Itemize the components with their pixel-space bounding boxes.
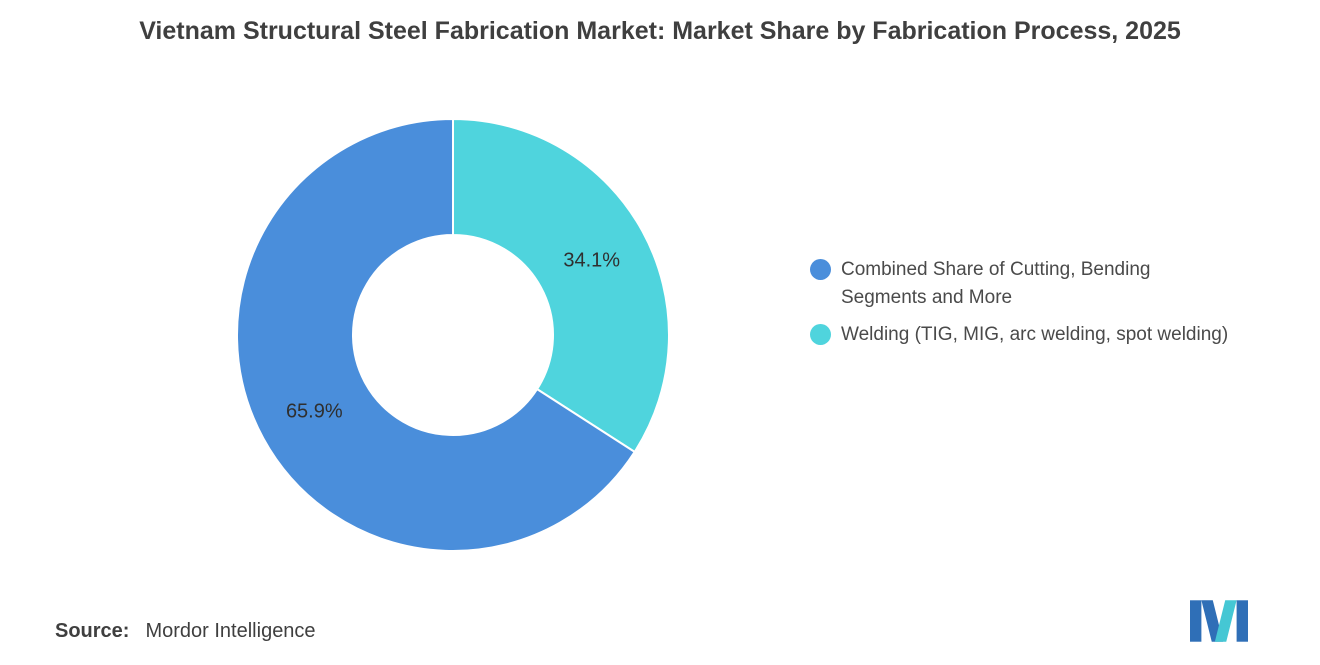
source-label: Source: [55,620,130,642]
legend-swatch-icon [810,324,831,346]
chart-legend: Combined Share of Cutting, Bending Segme… [810,256,1240,349]
slice-data-label: 34.1% [563,249,620,271]
legend-label: Welding (TIG, MIG, arc welding, spot wel… [841,324,1229,346]
legend-label: Combined Share of Cutting, Bending Segme… [841,259,1151,308]
slice-data-label: 65.9% [286,401,343,423]
legend-item: Combined Share of Cutting, Bending Segme… [810,256,1240,311]
legend-item: Welding (TIG, MIG, arc welding, spot wel… [810,321,1240,349]
donut-slice [452,117,670,454]
chart-title: Vietnam Structural Steel Fabrication Mar… [139,17,1181,45]
source-line: Source: Mordor Intelligence [55,620,316,643]
source-value: Mordor Intelligence [145,620,316,642]
donut-chart: 34.1% 65.9% [235,117,670,552]
donut-slice [235,117,637,552]
legend-swatch-icon [810,259,831,280]
donut-chart-svg: 34.1% 65.9% [235,117,670,552]
mordor-intelligence-logo [1190,600,1248,642]
